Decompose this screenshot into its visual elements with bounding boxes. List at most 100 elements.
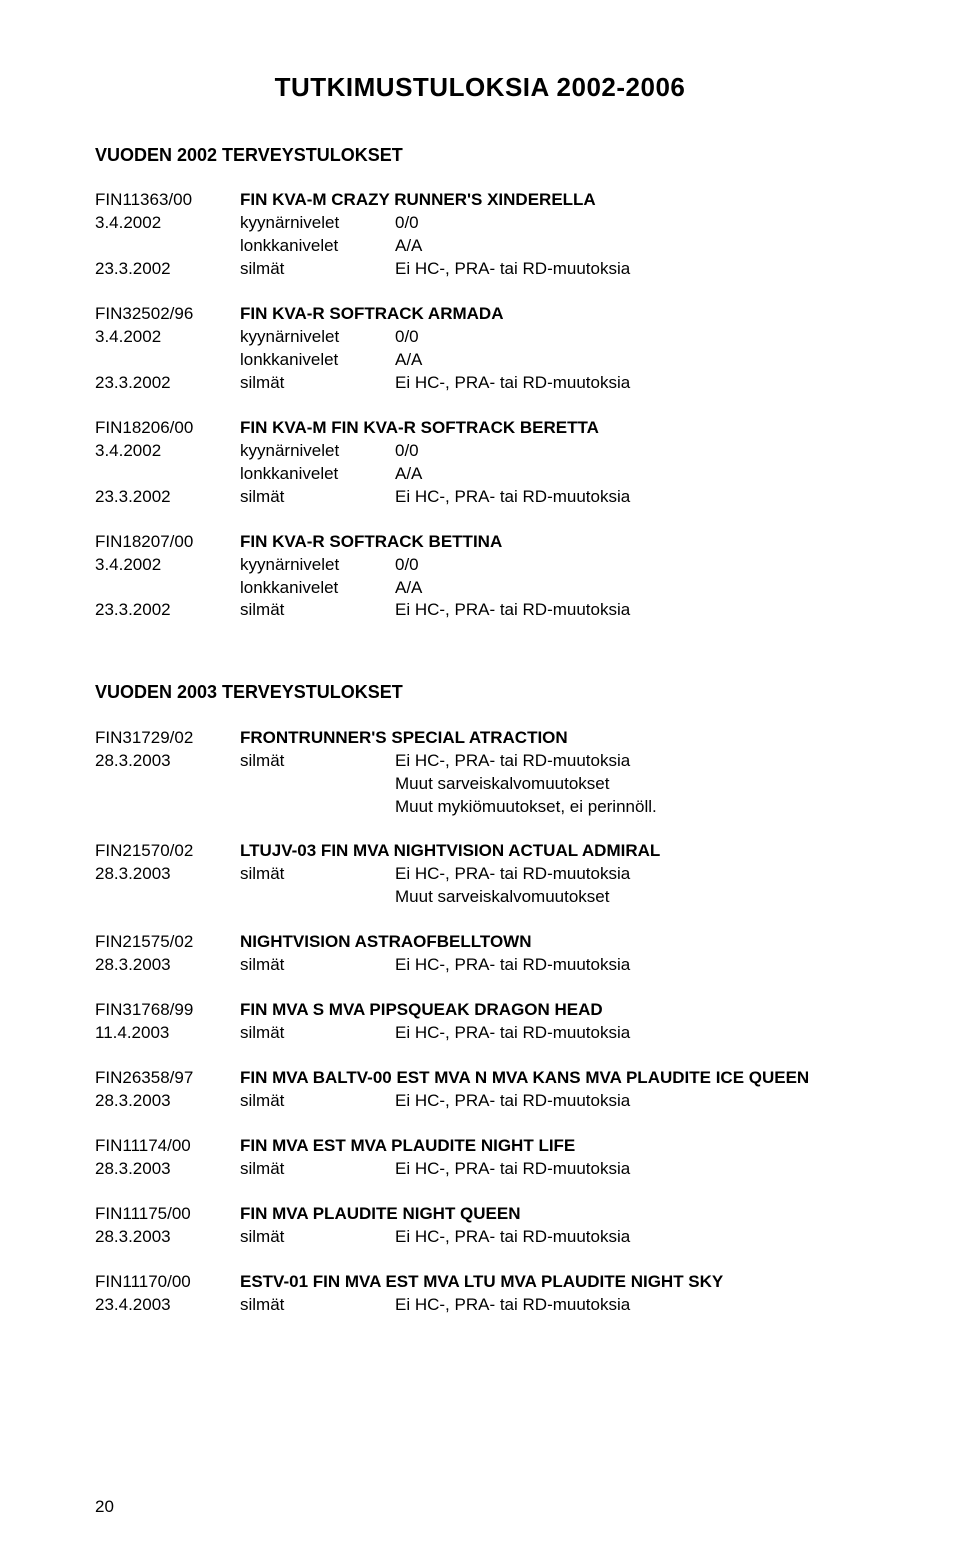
blank [95, 796, 240, 819]
field-label: silmät [240, 954, 395, 977]
date: 28.3.2003 [95, 1226, 240, 1249]
field-value: A/A [395, 349, 455, 372]
note: Muut sarveiskalvomuutokset [395, 886, 865, 909]
field-label: kyynärnivelet [240, 554, 395, 577]
entry-id: FIN11363/00 [95, 189, 240, 212]
entry-name: FRONTRUNNER'S SPECIAL ATRACTION [240, 727, 865, 750]
entry-name: NIGHTVISION ASTRAOFBELLTOWN [240, 931, 865, 954]
entry: FIN32502/96FIN KVA-R SOFTRACK ARMADA3.4.… [95, 303, 865, 395]
field-value: Ei HC-, PRA- tai RD-muutoksia [395, 1090, 865, 1113]
date: 28.3.2003 [95, 954, 240, 977]
field-value: Ei HC-, PRA- tai RD-muutoksia [395, 1158, 865, 1181]
field-value: Ei HC-, PRA- tai RD-muutoksia [395, 599, 865, 622]
field-label: silmät [240, 750, 395, 773]
field-label: lonkkanivelet [240, 349, 395, 372]
blank [95, 349, 240, 372]
field-value: Ei HC-, PRA- tai RD-muutoksia [395, 750, 865, 773]
entry-name: FIN KVA-M CRAZY RUNNER'S XINDERELLA [240, 189, 865, 212]
entry-id: FIN11174/00 [95, 1135, 240, 1158]
field-label: lonkkanivelet [240, 235, 395, 258]
entry-name: FIN MVA EST MVA PLAUDITE NIGHT LIFE [240, 1135, 865, 1158]
field-label: silmät [240, 599, 395, 622]
entry: FIN18207/00FIN KVA-R SOFTRACK BETTINA3.4… [95, 531, 865, 623]
blank [240, 796, 395, 819]
entry-id: FIN31729/02 [95, 727, 240, 750]
entry-id: FIN32502/96 [95, 303, 240, 326]
entry: FIN21575/02NIGHTVISION ASTRAOFBELLTOWN28… [95, 931, 865, 977]
entry: FIN18206/00FIN KVA-M FIN KVA-R SOFTRACK … [95, 417, 865, 509]
entry: FIN11174/00FIN MVA EST MVA PLAUDITE NIGH… [95, 1135, 865, 1181]
date: 28.3.2003 [95, 1090, 240, 1113]
field-label: silmät [240, 1090, 395, 1113]
field-value: 0/0 [395, 554, 455, 577]
entry-id: FIN11175/00 [95, 1203, 240, 1226]
entry-id: FIN21570/02 [95, 840, 240, 863]
blank [240, 773, 395, 796]
field-value: Ei HC-, PRA- tai RD-muutoksia [395, 372, 865, 395]
blank [95, 773, 240, 796]
entry: FIN11175/00FIN MVA PLAUDITE NIGHT QUEEN2… [95, 1203, 865, 1249]
page-title: TUTKIMUSTULOKSIA 2002-2006 [95, 70, 865, 105]
field-value: Ei HC-, PRA- tai RD-muutoksia [395, 954, 865, 977]
field-label: silmät [240, 486, 395, 509]
entry-id: FIN18206/00 [95, 417, 240, 440]
date: 23.3.2002 [95, 372, 240, 395]
date: 23.3.2002 [95, 599, 240, 622]
entry-name: FIN KVA-M FIN KVA-R SOFTRACK BERETTA [240, 417, 865, 440]
field-label: silmät [240, 1022, 395, 1045]
entry-id: FIN11170/00 [95, 1271, 240, 1294]
entry: FIN11170/00ESTV-01 FIN MVA EST MVA LTU M… [95, 1271, 865, 1317]
entry-name: FIN MVA PLAUDITE NIGHT QUEEN [240, 1203, 865, 1226]
field-label: silmät [240, 863, 395, 886]
field-value: A/A [395, 235, 455, 258]
field-value: Ei HC-, PRA- tai RD-muutoksia [395, 1226, 865, 1249]
blank [95, 235, 240, 258]
document-content: VUODEN 2002 TERVEYSTULOKSETFIN11363/00FI… [95, 143, 865, 1316]
entry-name: ESTV-01 FIN MVA EST MVA LTU MVA PLAUDITE… [240, 1271, 865, 1294]
date: 23.3.2002 [95, 258, 240, 281]
date: 28.3.2003 [95, 863, 240, 886]
field-label: lonkkanivelet [240, 463, 395, 486]
field-label: silmät [240, 258, 395, 281]
field-label: silmät [240, 1158, 395, 1181]
date: 11.4.2003 [95, 1022, 240, 1045]
note: Muut mykiömuutokset, ei perinnöll. [395, 796, 865, 819]
entry: FIN31768/99FIN MVA S MVA PIPSQUEAK DRAGO… [95, 999, 865, 1045]
entry-id: FIN21575/02 [95, 931, 240, 954]
field-value: 0/0 [395, 440, 455, 463]
blank [95, 577, 240, 600]
field-value: 0/0 [395, 326, 455, 349]
field-value: Ei HC-, PRA- tai RD-muutoksia [395, 258, 865, 281]
date: 23.3.2002 [95, 486, 240, 509]
field-label: silmät [240, 372, 395, 395]
blank [95, 463, 240, 486]
entry-name: FIN KVA-R SOFTRACK BETTINA [240, 531, 865, 554]
note: Muut sarveiskalvomuutokset [395, 773, 865, 796]
field-value: Ei HC-, PRA- tai RD-muutoksia [395, 1022, 865, 1045]
date: 3.4.2002 [95, 440, 240, 463]
date: 3.4.2002 [95, 554, 240, 577]
entry: FIN21570/02LTUJV-03 FIN MVA NIGHTVISION … [95, 840, 865, 909]
field-label: kyynärnivelet [240, 440, 395, 463]
date: 3.4.2002 [95, 212, 240, 235]
entry-id: FIN26358/97 [95, 1067, 240, 1090]
field-value: 0/0 [395, 212, 455, 235]
entry-id: FIN18207/00 [95, 531, 240, 554]
blank [95, 886, 240, 909]
section-heading: VUODEN 2002 TERVEYSTULOKSET [95, 143, 865, 167]
section-heading: VUODEN 2003 TERVEYSTULOKSET [95, 680, 865, 704]
field-label: silmät [240, 1294, 395, 1317]
date: 23.4.2003 [95, 1294, 240, 1317]
date: 28.3.2003 [95, 750, 240, 773]
field-value: A/A [395, 577, 455, 600]
entry-name: FIN KVA-R SOFTRACK ARMADA [240, 303, 865, 326]
field-label: lonkkanivelet [240, 577, 395, 600]
entry: FIN26358/97FIN MVA BALTV-00 EST MVA N MV… [95, 1067, 865, 1113]
entry: FIN31729/02FRONTRUNNER'S SPECIAL ATRACTI… [95, 727, 865, 819]
field-label: kyynärnivelet [240, 212, 395, 235]
field-value: A/A [395, 463, 455, 486]
blank [240, 886, 395, 909]
field-value: Ei HC-, PRA- tai RD-muutoksia [395, 1294, 865, 1317]
entry: FIN11363/00FIN KVA-M CRAZY RUNNER'S XIND… [95, 189, 865, 281]
entry-name: FIN MVA BALTV-00 EST MVA N MVA KANS MVA … [240, 1067, 865, 1090]
